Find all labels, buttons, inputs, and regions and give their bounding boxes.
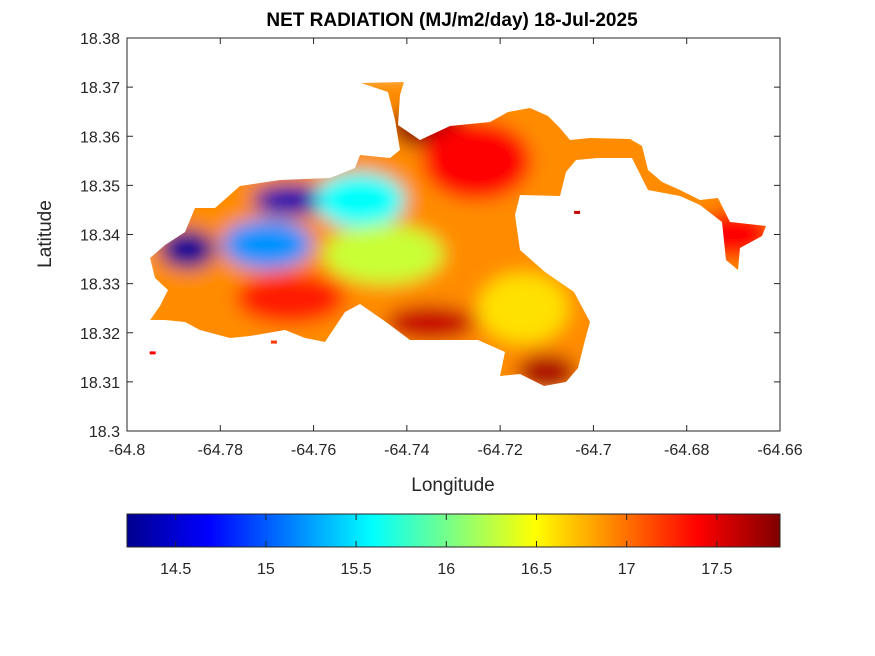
x-tick-label: -64.8 <box>109 442 146 459</box>
field-region <box>478 273 569 344</box>
y-axis-label: Latitude <box>35 200 56 268</box>
y-axis: 18.3 18.31 18.32 18.33 18.34 18.35 18.36 18.37 1… <box>80 31 780 441</box>
colorbar-tick-label: 14.5 <box>160 561 191 578</box>
y-tick-label: 18.36 <box>80 129 120 146</box>
x-tick-label: -64.66 <box>757 442 802 459</box>
isolated-cells <box>149 210 581 355</box>
colorbar-tick-label: 15.5 <box>341 561 372 578</box>
isolated-cell <box>270 340 277 344</box>
y-tick-label: 18.34 <box>80 228 120 245</box>
colorbar-tick-label: 15 <box>257 561 275 578</box>
x-tick-label: -64.68 <box>664 442 709 459</box>
colorbar-tick-label: 17 <box>618 561 636 578</box>
y-tick-label: 18.38 <box>80 31 120 48</box>
colorbar-tick-label: 16.5 <box>521 561 552 578</box>
x-tick-label: -64.74 <box>384 442 429 459</box>
chart-title: NET RADIATION (MJ/m2/day) 18-Jul-2025 <box>266 10 638 31</box>
field-region <box>323 224 444 285</box>
field-region <box>315 172 406 229</box>
x-tick-label: -64.7 <box>575 442 612 459</box>
isolated-cell <box>574 210 581 214</box>
y-tick-label: 18.3 <box>89 424 120 441</box>
field-region <box>221 219 312 270</box>
x-tick-label: -64.78 <box>198 442 243 459</box>
colorbar-tick-label: 16 <box>437 561 455 578</box>
field-region <box>235 272 346 325</box>
isolated-cell <box>149 351 156 355</box>
y-tick-label: 18.31 <box>80 375 120 392</box>
x-axis: -64.8 -64.78 -64.76 -64.74 -64.72 -64.7 -64.68… <box>109 38 803 459</box>
y-tick-label: 18.33 <box>80 277 120 294</box>
colorbar-axis: 14.5 15 15.5 16 16.5 17 17.5 <box>160 514 733 578</box>
y-tick-label: 18.32 <box>80 326 120 343</box>
y-tick-label: 18.37 <box>80 80 120 97</box>
field-region <box>421 120 532 201</box>
x-axis-label: Longitude <box>411 475 494 496</box>
colorbar <box>126 513 781 548</box>
field-region <box>252 184 329 217</box>
y-tick-label: 18.35 <box>80 178 120 195</box>
field-region <box>385 304 476 341</box>
x-tick-label: -64.72 <box>477 442 522 459</box>
colorbar-tick-label: 17.5 <box>701 561 732 578</box>
x-tick-label: -64.76 <box>291 442 336 459</box>
